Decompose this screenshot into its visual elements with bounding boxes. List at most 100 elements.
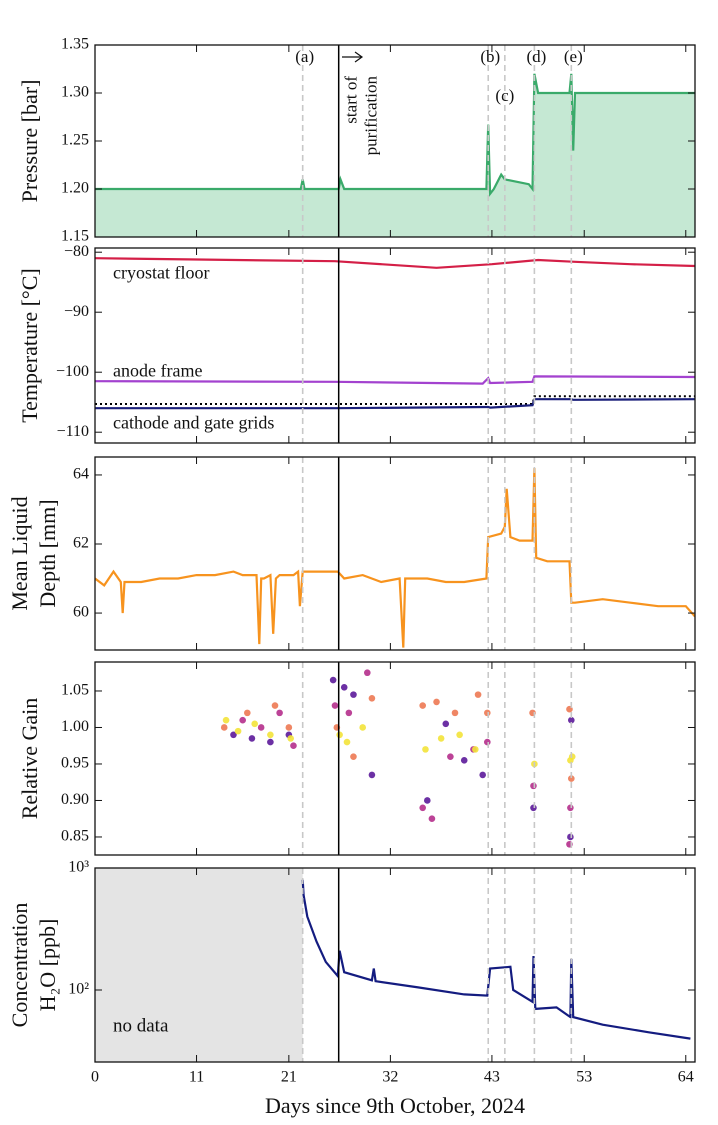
series-label: cryostat floor: [113, 262, 209, 282]
point: [419, 702, 426, 709]
point: [290, 742, 297, 750]
y-axis-label: Relative Gain: [17, 698, 42, 820]
y-tick-label: 64: [73, 466, 89, 483]
point: [567, 804, 574, 812]
point: [422, 746, 429, 753]
purification-label: start of: [342, 76, 361, 124]
y-axis-label: H₂O [ppb]: [35, 919, 60, 1012]
x-tick-label: 11: [189, 1069, 204, 1086]
y-tick-label: 0.90: [61, 791, 89, 808]
point: [368, 694, 376, 702]
point: [568, 716, 575, 724]
frame: [94, 867, 696, 1063]
series-label: cathode and gate grids: [113, 412, 274, 432]
point: [271, 702, 279, 709]
y-tick-label: 0.85: [61, 828, 89, 845]
point: [359, 724, 366, 731]
y-axis-label: Mean Liquid: [7, 496, 32, 610]
frame: [94, 661, 696, 856]
x-axis-label: Days since 9th October, 2024: [265, 1093, 525, 1118]
point: [336, 731, 343, 739]
area: [95, 73, 695, 237]
point: [530, 782, 537, 790]
event-label: (a): [295, 47, 314, 66]
y-tick-label: 0.95: [61, 755, 89, 772]
point: [287, 735, 294, 742]
point: [479, 771, 486, 779]
point: [442, 720, 450, 728]
y-tick-label: 1.30: [61, 84, 89, 101]
y-axis-label: Temperature [°C]: [17, 268, 42, 422]
x-tick-label: 53: [576, 1069, 592, 1086]
frame: [94, 247, 696, 444]
no-data-region: [95, 868, 303, 1062]
point: [329, 676, 337, 684]
point: [222, 716, 230, 724]
point: [234, 727, 242, 735]
purification-label: purification: [362, 76, 381, 156]
line: [95, 73, 695, 197]
y-tick-label: 10²: [68, 981, 89, 998]
y-tick-label: 60: [73, 604, 89, 621]
point: [350, 691, 357, 698]
point: [285, 724, 293, 731]
y-axis-label: Depth [mm]: [35, 499, 60, 607]
point: [447, 753, 454, 760]
plot-area: [95, 257, 695, 410]
line: [95, 398, 695, 410]
point: [340, 684, 348, 691]
point: [248, 735, 256, 742]
point: [484, 709, 491, 717]
x-tick-label: 0: [91, 1069, 99, 1086]
event-label: (d): [526, 47, 546, 66]
point: [230, 731, 237, 739]
y-tick-label: −80: [64, 243, 89, 260]
point: [530, 804, 537, 812]
y-tick-label: −110: [57, 423, 89, 440]
point: [276, 709, 283, 717]
point: [220, 724, 228, 731]
point: [267, 731, 274, 739]
y-tick-label: 1.00: [61, 718, 89, 735]
y-tick-label: 62: [73, 535, 89, 552]
point: [424, 797, 431, 804]
point: [244, 709, 251, 717]
point: [239, 716, 246, 724]
x-tick-label: 32: [382, 1069, 398, 1086]
point: [568, 775, 575, 782]
point: [267, 738, 274, 746]
series-label: anode frame: [113, 360, 202, 380]
plot-area: [95, 868, 691, 1062]
point: [456, 731, 463, 739]
line: [95, 467, 695, 648]
x-tick-label: 43: [484, 1069, 500, 1086]
point: [419, 804, 426, 812]
x-tick-label: 64: [678, 1069, 694, 1086]
point: [433, 698, 440, 706]
y-tick-label: 1.35: [61, 36, 89, 53]
y-axis-label: Pressure [bar]: [17, 80, 42, 203]
point: [251, 720, 258, 728]
event-label: (e): [564, 47, 583, 66]
y-tick-label: 1.05: [61, 682, 89, 699]
point: [257, 724, 265, 731]
point: [343, 738, 351, 746]
point: [474, 691, 482, 698]
x-tick-label: 21: [281, 1069, 297, 1086]
y-tick-label: 1.25: [61, 132, 89, 149]
y-tick-label: 10³: [68, 859, 89, 876]
point: [345, 709, 353, 717]
point: [472, 746, 479, 753]
arrow-head: [354, 51, 364, 63]
point: [451, 709, 459, 717]
point: [428, 815, 436, 823]
point: [331, 702, 339, 709]
event-label: (b): [480, 47, 500, 66]
point: [437, 735, 445, 742]
point: [364, 669, 371, 677]
plot-area: [95, 73, 695, 237]
line: [95, 375, 695, 385]
y-tick-label: −90: [64, 303, 89, 320]
